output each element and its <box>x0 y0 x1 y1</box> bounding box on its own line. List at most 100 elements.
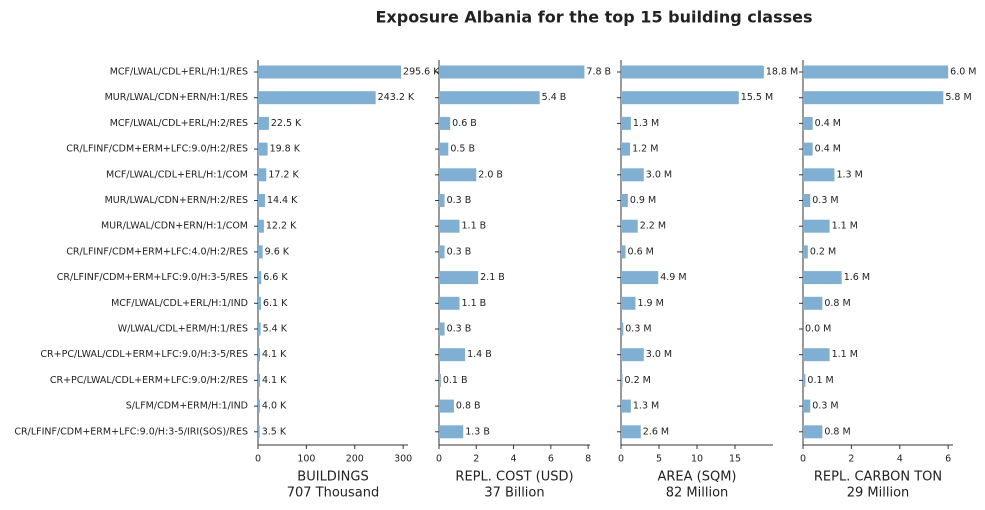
value-label: 0.3 M <box>812 401 838 412</box>
value-label: 0.4 M <box>815 118 841 129</box>
bar <box>439 425 464 439</box>
bar <box>803 219 830 233</box>
y-tick-label: CR/LFINF/CDM+ERM+LFC:9.0/H:3-5/IRI(SOS)/… <box>14 426 248 437</box>
bar <box>621 91 739 105</box>
value-label: 17.2 K <box>268 169 299 180</box>
value-label: 4.9 M <box>660 272 686 283</box>
x-tick-label: 6 <box>548 454 554 465</box>
x-axis-label: BUILDINGS <box>297 470 368 485</box>
chart-title: Exposure Albania for the top 15 building… <box>375 8 812 27</box>
value-label: 0.4 M <box>815 144 841 155</box>
x-tick-label: 2 <box>848 454 854 465</box>
value-label: 243.2 K <box>378 92 415 103</box>
value-label: 4.1 K <box>262 375 287 386</box>
x-tick-label: 6 <box>945 454 951 465</box>
x-tick-label: 100 <box>297 454 315 465</box>
bar <box>439 296 460 310</box>
bar <box>439 271 479 285</box>
y-tick-label: MCF/LWAL/CDL+ERL/H:1/COM <box>106 169 248 180</box>
x-axis-total: 82 Million <box>666 486 729 501</box>
bar <box>439 322 445 336</box>
value-label: 0.6 M <box>628 246 654 257</box>
x-tick-label: 0 <box>618 454 624 465</box>
x-tick-label: 0 <box>800 454 806 465</box>
bar <box>439 373 441 387</box>
x-tick-label: 5 <box>656 454 662 465</box>
bar <box>621 65 764 79</box>
y-tick-label: MUR/LWAL/CDN+ERN/H:1/COM <box>101 221 248 232</box>
value-label: 1.4 B <box>467 349 492 360</box>
value-label: 12.2 K <box>266 221 297 232</box>
y-tick-label: MCF/LWAL/CDL+ERL/H:1/IND <box>111 298 248 309</box>
bar <box>258 245 263 259</box>
bar <box>803 142 813 156</box>
value-label: 6.0 M <box>950 67 976 78</box>
value-label: 22.5 K <box>271 118 302 129</box>
bar <box>803 373 806 387</box>
bar <box>439 348 466 362</box>
x-tick-label: 2 <box>473 454 479 465</box>
bar <box>258 219 264 233</box>
value-label: 4.0 K <box>262 401 287 412</box>
value-label: 0.3 B <box>447 246 472 257</box>
bar <box>258 296 261 310</box>
bar <box>439 245 445 259</box>
value-label: 14.4 K <box>267 195 298 206</box>
value-label: 6.1 K <box>263 298 288 309</box>
bar <box>621 271 659 285</box>
bar <box>621 425 641 439</box>
bar <box>621 245 626 259</box>
value-label: 1.3 M <box>633 118 659 129</box>
y-tick-label: CR/LFINF/CDM+ERM+LFC:9.0/H:3-5/RES <box>57 272 248 283</box>
y-tick-label: MCF/LWAL/CDL+ERL/H:2/RES <box>110 118 248 129</box>
bar <box>439 194 445 207</box>
x-axis-label: REPL. COST (USD) <box>455 470 573 485</box>
value-label: 0.9 M <box>630 195 656 206</box>
bar <box>621 116 631 130</box>
x-tick-label: 0 <box>255 454 261 465</box>
x-tick-label: 300 <box>394 454 412 465</box>
y-tick-label: CR/LFINF/CDM+ERM+LFC:9.0/H:2/RES <box>66 144 248 155</box>
value-label: 0.1 B <box>443 375 468 386</box>
bar <box>258 116 269 130</box>
value-label: 1.3 M <box>836 169 862 180</box>
y-tick-label: CR+PC/LWAL/CDL+ERM+LFC:9.0/H:3-5/RES <box>40 349 248 360</box>
value-label: 2.2 M <box>640 221 666 232</box>
value-label: 2.1 B <box>480 272 505 283</box>
x-axis-total: 29 Million <box>847 486 910 501</box>
value-label: 3.5 K <box>262 426 287 437</box>
x-tick-label: 0 <box>436 454 442 465</box>
x-axis-total: 37 Billion <box>484 486 544 501</box>
bar <box>439 116 451 130</box>
value-label: 0.5 B <box>450 144 475 155</box>
bar <box>258 91 376 105</box>
bar <box>258 399 260 413</box>
bar <box>621 399 631 413</box>
bar <box>621 142 631 156</box>
y-tick-label: CR+PC/LWAL/CDL+ERM+LFC:9.0/H:2/RES <box>50 375 248 386</box>
value-label: 9.6 K <box>265 246 290 257</box>
value-label: 0.2 M <box>625 375 651 386</box>
value-label: 0.8 B <box>456 401 481 412</box>
x-tick-label: 200 <box>346 454 364 465</box>
bar <box>258 271 262 285</box>
bar <box>803 296 823 310</box>
bar <box>258 373 260 387</box>
value-label: 1.2 M <box>632 144 658 155</box>
value-label: 0.3 M <box>812 195 838 206</box>
y-tick-label: W/LWAL/CDL+ERM/H:1/RES <box>118 324 248 335</box>
value-label: 1.1 M <box>832 349 858 360</box>
bar <box>621 219 638 233</box>
value-label: 1.3 M <box>633 401 659 412</box>
bar <box>621 168 644 182</box>
bar <box>621 194 628 207</box>
y-tick-label: MCF/LWAL/CDL+ERL/H:1/RES <box>110 67 248 78</box>
bar <box>258 348 260 362</box>
value-label: 6.6 K <box>263 272 288 283</box>
bar <box>803 399 811 413</box>
value-label: 0.8 M <box>824 426 850 437</box>
value-label: 0.2 M <box>810 246 836 257</box>
bar <box>258 168 267 182</box>
bar <box>439 142 449 156</box>
